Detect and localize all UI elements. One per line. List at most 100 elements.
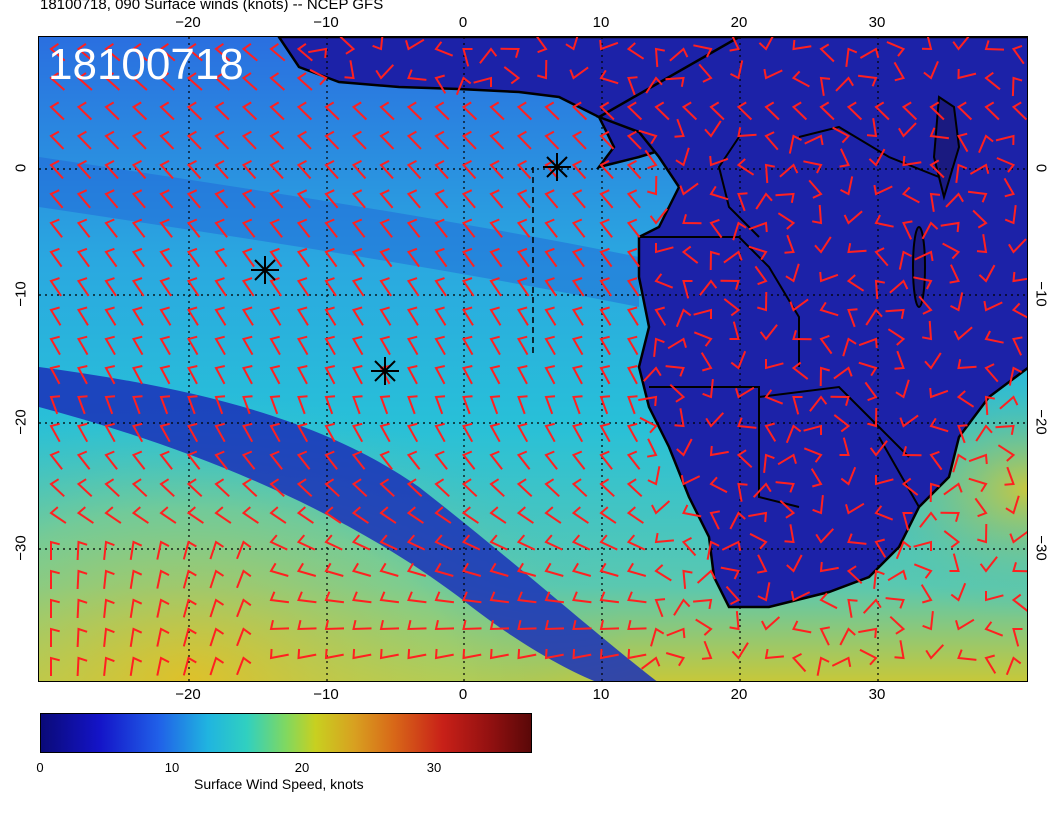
- wind-barb: [544, 101, 560, 121]
- wind-barb: [953, 326, 973, 341]
- wind-barb: [913, 540, 932, 551]
- wind-barb: [709, 185, 729, 201]
- wind-barb: [269, 247, 283, 268]
- wind-barb: [351, 160, 367, 180]
- wind-barb: [434, 450, 448, 470]
- wind-barb: [1012, 271, 1027, 283]
- wind-barb: [949, 264, 960, 284]
- wind-barb: [352, 591, 372, 604]
- wind-barb: [461, 247, 475, 268]
- wind-barb: [214, 101, 230, 121]
- wind-barb: [214, 335, 226, 356]
- wind-barb: [785, 263, 800, 283]
- colorbar-tick: 0: [36, 760, 44, 775]
- wind-barb: [324, 619, 345, 631]
- wind-barb: [159, 189, 174, 209]
- wind-barb: [462, 591, 482, 604]
- wind-barb: [214, 277, 227, 297]
- wind-barb: [929, 482, 940, 503]
- lon-tick-bottom: 10: [592, 686, 610, 703]
- wind-barb: [859, 648, 878, 666]
- wind-barb: [159, 450, 173, 470]
- wind-barb: [957, 359, 977, 370]
- wind-barb: [269, 189, 284, 209]
- wind-barb: [156, 656, 170, 676]
- wind-barb: [351, 478, 368, 498]
- wind-barb: [812, 204, 823, 225]
- wind-barb: [104, 101, 120, 121]
- wind-barb: [104, 306, 117, 326]
- wind-barb: [242, 395, 253, 415]
- wind-barb: [309, 68, 328, 86]
- wind-barb: [131, 306, 144, 326]
- wind-barb: [599, 648, 619, 660]
- wind-barb: [976, 234, 988, 254]
- wind-barb: [50, 627, 60, 647]
- wind-barb: [665, 76, 685, 87]
- wind-barb: [479, 47, 498, 64]
- wind-barb: [701, 640, 713, 660]
- wind-barb: [942, 242, 961, 260]
- wind-barb: [894, 640, 905, 660]
- wind-barb: [76, 160, 92, 180]
- wind-barb: [49, 218, 63, 238]
- wind-barb: [940, 221, 960, 233]
- wind-barb: [731, 642, 749, 660]
- wind-barb: [461, 335, 474, 356]
- wind-barb: [379, 648, 399, 660]
- wind-barb: [626, 450, 641, 470]
- wind-barb: [922, 320, 933, 341]
- wind-barb: [729, 37, 740, 52]
- wind-barb: [785, 424, 802, 444]
- wind-barb: [76, 277, 90, 297]
- wind-barb: [893, 61, 906, 82]
- wind-barb: [957, 68, 977, 80]
- wind-barb: [929, 159, 945, 179]
- wind-barb: [763, 68, 783, 80]
- wind-barb: [182, 540, 197, 560]
- wind-barb: [473, 76, 492, 87]
- wind-barb: [49, 450, 63, 470]
- wind-barb: [544, 365, 556, 385]
- wind-barb: [693, 308, 712, 319]
- wind-barb: [405, 38, 425, 51]
- wind-barb: [129, 656, 143, 676]
- wind-barb: [209, 627, 225, 647]
- wind-barb: [913, 276, 933, 290]
- wind-barb: [434, 41, 454, 57]
- wind-barb: [544, 422, 556, 443]
- wind-barb: [626, 562, 647, 577]
- wind-barb: [599, 130, 615, 150]
- lon-tick-top: −20: [175, 14, 201, 31]
- wind-barb: [159, 130, 175, 150]
- wind-barb: [489, 365, 501, 385]
- wind-barb: [351, 189, 366, 209]
- wind-barb: [379, 247, 393, 268]
- wind-barb: [995, 134, 1015, 146]
- wind-barb: [626, 422, 639, 443]
- lon-tick-bottom: −20: [175, 686, 201, 703]
- wind-barb: [50, 656, 60, 676]
- wind-barb: [159, 101, 175, 121]
- wind-barb: [407, 69, 427, 81]
- wind-barb: [654, 273, 674, 289]
- wind-barb: [544, 450, 558, 470]
- wind-barb: [654, 47, 665, 68]
- wind-barb: [131, 218, 146, 238]
- wind-barb: [730, 60, 744, 80]
- wind-barb: [489, 335, 501, 356]
- wind-barb: [748, 221, 768, 233]
- timestamp-overlay: 18100718: [48, 40, 244, 89]
- wind-barb: [159, 160, 174, 180]
- wind-barb: [76, 656, 88, 677]
- wind-barb: [544, 395, 556, 415]
- wind-barb: [952, 453, 967, 473]
- wind-barb: [902, 220, 913, 240]
- wind-barb: [599, 218, 613, 238]
- wind-barb: [735, 386, 755, 399]
- wind-barb: [461, 218, 476, 238]
- wind-barb: [819, 366, 830, 387]
- wind-barb: [626, 130, 642, 150]
- wind-barb: [434, 277, 447, 297]
- wind-barb: [839, 148, 850, 168]
